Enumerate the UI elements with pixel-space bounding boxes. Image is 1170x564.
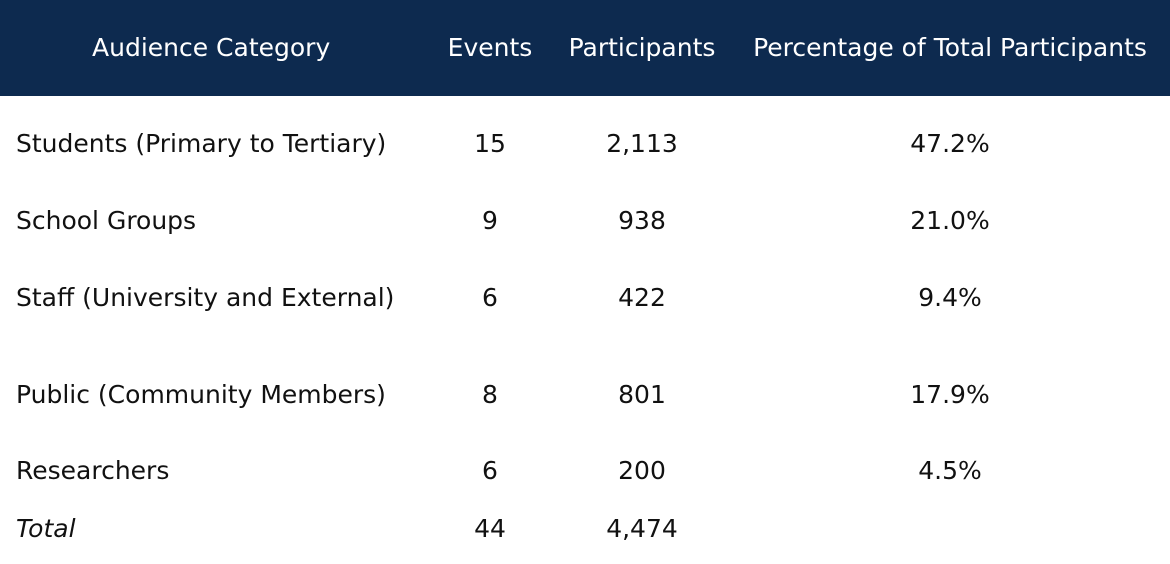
participants-cell: 200 xyxy=(618,456,666,485)
table-row: Staff (University and External) 6 422 9.… xyxy=(0,274,1170,322)
participants-cell: 801 xyxy=(618,380,666,409)
category-cell: Public (Community Members) xyxy=(16,380,386,409)
header-audience-category: Audience Category xyxy=(92,33,331,62)
table-header: Audience Category Events Participants Pe… xyxy=(0,0,1170,96)
total-participants: 4,474 xyxy=(606,514,678,543)
table-row: Students (Primary to Tertiary) 15 2,113 … xyxy=(0,120,1170,168)
percentage-cell: 17.9% xyxy=(910,380,990,409)
table-row: Public (Community Members) 8 801 17.9% xyxy=(0,371,1170,419)
category-cell: Staff (University and External) xyxy=(16,283,395,312)
total-label: Total xyxy=(16,514,76,543)
header-participants: Participants xyxy=(568,33,716,62)
percentage-cell: 47.2% xyxy=(910,129,990,158)
total-events: 44 xyxy=(474,514,506,543)
participants-cell: 938 xyxy=(618,206,666,235)
table-row: School Groups 9 938 21.0% xyxy=(0,197,1170,245)
participants-cell: 422 xyxy=(618,283,666,312)
category-cell: Students (Primary to Tertiary) xyxy=(16,129,387,158)
total-row: Total 44 4,474 xyxy=(0,505,1170,553)
percentage-cell: 9.4% xyxy=(918,283,982,312)
events-cell: 9 xyxy=(482,206,498,235)
events-cell: 8 xyxy=(482,380,498,409)
participants-cell: 2,113 xyxy=(606,129,678,158)
events-cell: 15 xyxy=(474,129,506,158)
category-cell: School Groups xyxy=(16,206,197,235)
table-row: Researchers 6 200 4.5% xyxy=(0,447,1170,495)
category-cell: Researchers xyxy=(16,456,170,485)
percentage-cell: 21.0% xyxy=(910,206,990,235)
events-cell: 6 xyxy=(482,456,498,485)
percentage-cell: 4.5% xyxy=(918,456,982,485)
events-cell: 6 xyxy=(482,283,498,312)
header-percentage: Percentage of Total Participants xyxy=(753,33,1147,62)
header-events: Events xyxy=(447,33,533,62)
